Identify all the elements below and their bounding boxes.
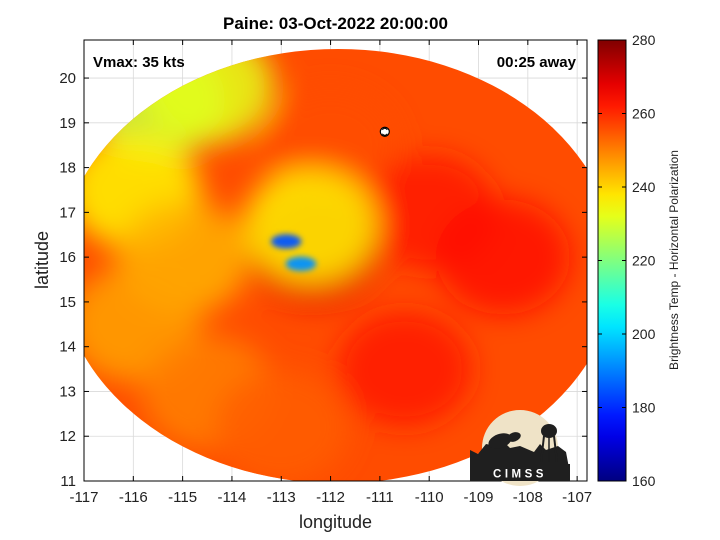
x-tick-label: -116 bbox=[119, 489, 148, 506]
colorbar-label: Brightness Temp - Horizontal Polarizatio… bbox=[667, 150, 681, 370]
chart-title: Paine: 03-Oct-2022 20:00:00 bbox=[223, 14, 448, 33]
colorbar-ticks: 160 180 200 220 240 260 280 bbox=[598, 32, 656, 489]
field-sample bbox=[337, 311, 472, 427]
field-broad bbox=[84, 48, 571, 481]
cimss-logo: CIMSS bbox=[470, 410, 570, 486]
tropical-storm-icon bbox=[379, 126, 390, 137]
y-tick-label: 13 bbox=[59, 383, 76, 400]
swath-layer bbox=[84, 48, 587, 481]
field-detail bbox=[270, 234, 317, 272]
colorbar-tick-label: 240 bbox=[632, 179, 656, 195]
x-tick-label: -111 bbox=[366, 489, 394, 506]
y-tick-label: 14 bbox=[59, 339, 76, 356]
x-tick-label: -107 bbox=[562, 489, 592, 506]
brightness-temperature-swath bbox=[84, 48, 587, 481]
colorbar-tick-label: 260 bbox=[632, 106, 656, 122]
y-tick-label: 15 bbox=[59, 294, 76, 311]
colorbar-tick-label: 280 bbox=[632, 32, 656, 48]
x-tick-label: -108 bbox=[513, 489, 543, 506]
y-tick-label: 12 bbox=[59, 428, 76, 445]
x-tick-label: -109 bbox=[463, 489, 493, 506]
time-away-annotation: 00:25 away bbox=[497, 54, 577, 71]
field-sample bbox=[214, 369, 349, 481]
y-tick-label: 18 bbox=[59, 160, 76, 177]
colorbar bbox=[597, 39, 627, 482]
satellite-dish-icon bbox=[488, 432, 521, 449]
x-tick-label: -110 bbox=[415, 489, 444, 506]
colorbar-tick-label: 200 bbox=[632, 326, 656, 342]
x-axis-label: longitude bbox=[299, 512, 372, 532]
field-sample bbox=[270, 234, 302, 249]
field-sample bbox=[435, 199, 571, 315]
y-tick-label: 19 bbox=[59, 115, 76, 132]
axis-ticks: -117 -116 -115 -114 -113 -112 -111 -110 -109 -108… bbox=[59, 40, 592, 506]
y-tick-label: 11 bbox=[60, 473, 76, 490]
x-tick-label: -117 bbox=[70, 489, 99, 506]
colorbar-tick-label: 220 bbox=[632, 253, 656, 269]
colorbar-tick-label: 160 bbox=[632, 473, 656, 489]
x-tick-label: -113 bbox=[267, 489, 296, 506]
y-tick-label: 16 bbox=[59, 249, 76, 266]
water-tower-icon bbox=[540, 424, 558, 463]
field-sample bbox=[243, 168, 379, 284]
x-tick-label: -115 bbox=[168, 489, 197, 506]
field-sample bbox=[285, 256, 317, 272]
y-axis-label: latitude bbox=[32, 231, 52, 289]
colorbar-tick-label: 180 bbox=[632, 400, 656, 416]
y-tick-label: 17 bbox=[59, 204, 76, 221]
x-tick-label: -112 bbox=[316, 489, 345, 506]
x-tick-label: -114 bbox=[217, 489, 246, 506]
vmax-annotation: Vmax: 35 kts bbox=[93, 54, 185, 71]
logo-text: CIMSS bbox=[493, 469, 547, 481]
y-tick-label: 20 bbox=[59, 70, 76, 87]
plot-frame bbox=[83, 39, 588, 482]
